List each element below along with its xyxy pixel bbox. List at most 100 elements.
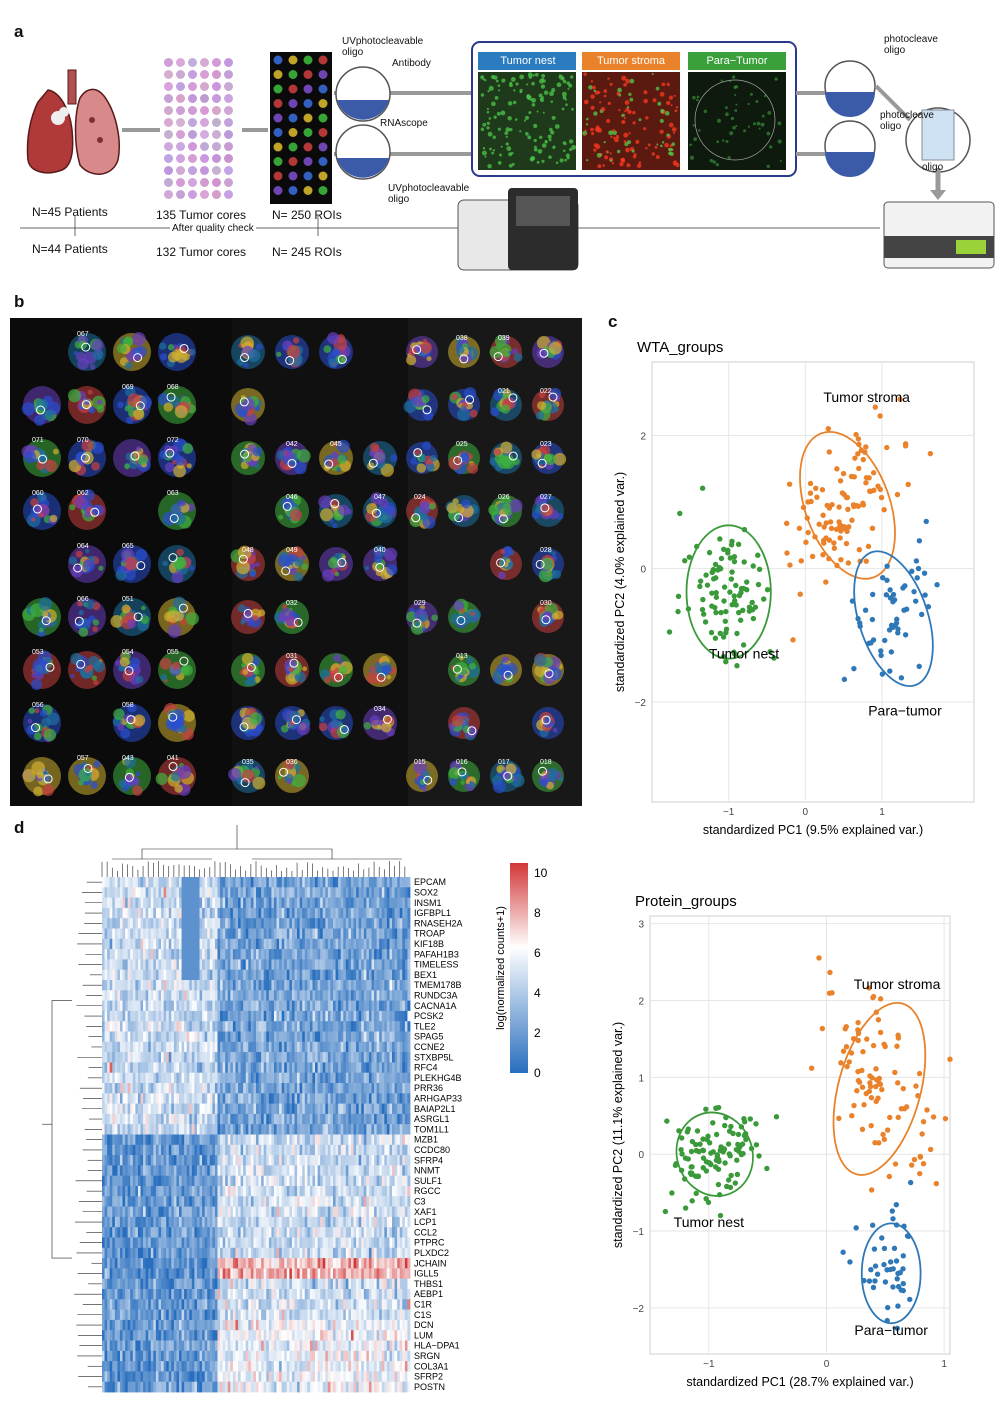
roi-label: 066 xyxy=(77,596,89,603)
tma-core xyxy=(224,166,233,175)
heatmap-cell xyxy=(187,949,190,960)
heatmap-cell xyxy=(348,939,351,950)
heatmap-cell xyxy=(395,1021,398,1032)
core-signal xyxy=(420,342,432,354)
heatmap-cell xyxy=(141,908,144,919)
heatmap-cell xyxy=(274,980,277,991)
heatmap-cell xyxy=(320,949,323,960)
heatmap-cell xyxy=(400,980,403,991)
heatmap-cell xyxy=(282,1062,285,1073)
heatmap-cell xyxy=(184,1052,187,1063)
heatmap-cell xyxy=(261,1062,264,1073)
heatmap-cell xyxy=(207,929,210,940)
heatmap-cell xyxy=(218,1001,221,1012)
data-point xyxy=(732,593,737,598)
roi-label: 030 xyxy=(540,600,552,607)
heatmap-cell xyxy=(269,1083,272,1094)
heatmap-cell xyxy=(351,1032,354,1043)
heatmap-cell xyxy=(402,1083,405,1094)
tumor-cores: 135 Tumor cores xyxy=(156,208,246,222)
heatmap-cell xyxy=(364,1093,367,1104)
heatmap-cell xyxy=(107,877,110,888)
data-point xyxy=(727,589,732,594)
heatmap-cell xyxy=(153,908,156,919)
heatmap-cell xyxy=(330,898,333,909)
heatmap-cell xyxy=(256,1032,259,1043)
heatmap-cell xyxy=(377,908,380,919)
heatmap-cell xyxy=(218,970,221,981)
heatmap-cell xyxy=(305,1052,308,1063)
para-tumor-signal xyxy=(712,160,715,163)
heatmap-cell xyxy=(148,970,151,981)
heatmap-cell xyxy=(379,970,382,981)
heatmap-cell xyxy=(312,1001,315,1012)
heatmap-cell xyxy=(238,1021,241,1032)
heatmap-cell xyxy=(310,970,313,981)
heatmap-cell xyxy=(135,990,138,1001)
roi-label: 056 xyxy=(32,702,44,709)
heatmap-cell xyxy=(384,1083,387,1094)
heatmap-svg: EPCAMSOX2INSM1IGFBPL1RNASEH2ATROAPKIF18B… xyxy=(40,815,560,1400)
core-signal xyxy=(429,503,436,510)
heatmap-cell xyxy=(148,887,151,898)
tma-core-image xyxy=(448,707,480,740)
heatmap-cell xyxy=(284,1011,287,1022)
heatmap-cell xyxy=(248,1042,251,1053)
heatmap-cell xyxy=(125,898,128,909)
heatmap-cell xyxy=(107,1093,110,1104)
heatmap-cell xyxy=(171,980,174,991)
heatmap-cell xyxy=(112,959,115,970)
heatmap-cell xyxy=(174,908,177,919)
data-point xyxy=(856,466,861,471)
heatmap-cell xyxy=(120,939,123,950)
heatmap-cell xyxy=(389,990,392,1001)
heatmap-cell xyxy=(138,1052,141,1063)
tma-core xyxy=(176,118,185,127)
tumor-nest-signal xyxy=(487,108,489,110)
heatmap-cell xyxy=(218,918,221,929)
heatmap-cell xyxy=(110,929,113,940)
data-point xyxy=(892,597,897,602)
x-tick-label: 1 xyxy=(879,807,885,818)
heatmap-cell xyxy=(377,877,380,888)
heatmap-cell xyxy=(223,1032,226,1043)
heatmap-cell xyxy=(384,1093,387,1104)
heatmap-cell xyxy=(364,1032,367,1043)
core-signal xyxy=(500,549,505,554)
heatmap-cell xyxy=(215,887,218,898)
heatmap-cell xyxy=(320,877,323,888)
heatmap-cell xyxy=(105,1052,108,1063)
heatmap-cell xyxy=(189,1011,192,1022)
tma-core xyxy=(212,82,221,91)
heatmap-cell xyxy=(279,908,282,919)
heatmap-cell xyxy=(212,1062,215,1073)
heatmap-cell xyxy=(215,1093,218,1104)
heatmap-cell xyxy=(246,1093,249,1104)
heatmap-cell xyxy=(123,939,126,950)
heatmap-cell xyxy=(382,959,385,970)
data-point xyxy=(765,587,770,592)
heatmap-cell xyxy=(382,1021,385,1032)
data-point xyxy=(914,558,919,563)
core-signal xyxy=(22,402,35,415)
heatmap-cell xyxy=(223,877,226,888)
heatmap-cell xyxy=(274,908,277,919)
heatmap-cell xyxy=(302,1052,305,1063)
heatmap-cell xyxy=(382,898,385,909)
heatmap-cell xyxy=(143,1011,146,1022)
heatmap-cell xyxy=(264,959,267,970)
heatmap-cell xyxy=(158,1093,161,1104)
heatmap-cell xyxy=(302,1032,305,1043)
data-point xyxy=(922,592,927,597)
heatmap-cell xyxy=(405,1042,408,1053)
heatmap-cell xyxy=(207,1052,210,1063)
para-tumor-signal xyxy=(698,129,701,132)
heatmap-cell xyxy=(187,1062,190,1073)
core-signal xyxy=(289,667,294,672)
heatmap-cell xyxy=(153,929,156,940)
tumor-nest-signal xyxy=(567,88,569,90)
tma-core-image xyxy=(231,441,265,475)
para-tumor-signal xyxy=(731,117,734,120)
heatmap-cell xyxy=(151,898,154,909)
heatmap-cell xyxy=(207,970,210,981)
